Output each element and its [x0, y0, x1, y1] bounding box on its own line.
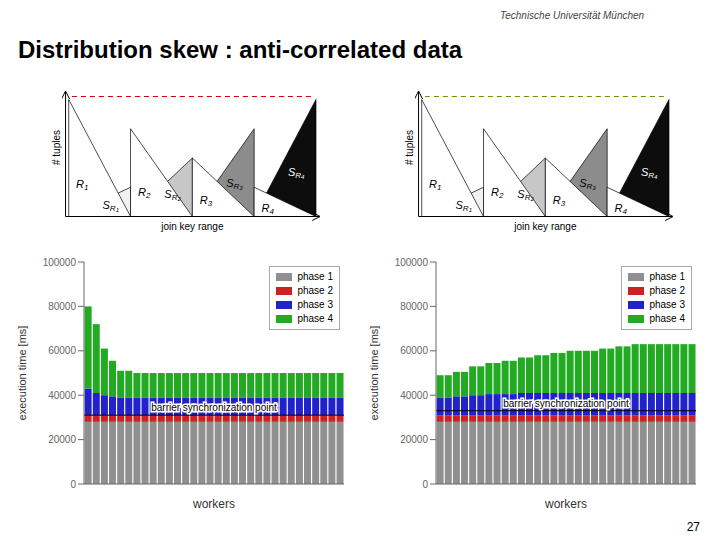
html-text:phase 1: phase 1 [649, 271, 685, 282]
html-text:Technische Universität München: Technische Universität München [500, 10, 645, 21]
html-text:phase 4: phase 4 [297, 313, 333, 324]
html-text:phase 2: phase 2 [297, 285, 333, 296]
svg-text:80000: 80000 [48, 301, 76, 312]
svg-text:# tuples: # tuples [51, 130, 62, 165]
svg-text:60000: 60000 [48, 345, 76, 356]
svg-text:join key range: join key range [513, 221, 577, 232]
svg-text:execution time [ms]: execution time [ms] [16, 326, 28, 421]
svg-text:workers: workers [192, 497, 235, 511]
svg-text:SR1: SR1 [456, 199, 472, 213]
svg-text:barrier synchronization point: barrier synchronization point [151, 402, 277, 413]
svg-text:80000: 80000 [400, 301, 428, 312]
svg-text:SR3: SR3 [226, 177, 243, 191]
svg-text:# tuples: # tuples [404, 130, 415, 165]
svg-text:100000: 100000 [395, 257, 429, 268]
svg-text:R3: R3 [553, 194, 566, 208]
svg-text:R4: R4 [615, 202, 628, 216]
html-text:phase 3: phase 3 [649, 299, 685, 310]
html-text:phase 4: phase 4 [649, 313, 685, 324]
svg-text:SR2: SR2 [517, 188, 534, 202]
svg-text:R3: R3 [200, 194, 213, 208]
html-text:phase 3: phase 3 [297, 299, 333, 310]
svg-text:20000: 20000 [48, 434, 76, 445]
svg-text:join key range: join key range [160, 221, 224, 232]
html-text:phase 1: phase 1 [297, 271, 333, 282]
svg-text:20000: 20000 [400, 434, 428, 445]
svg-text:SR1: SR1 [103, 199, 119, 213]
svg-text:R2: R2 [138, 186, 151, 200]
svg-text:40000: 40000 [48, 390, 76, 401]
html-text:phase 2: phase 2 [649, 285, 685, 296]
svg-text:R1: R1 [76, 178, 88, 192]
svg-text:0: 0 [70, 479, 76, 490]
svg-text:100000: 100000 [43, 257, 77, 268]
svg-text:workers: workers [544, 497, 587, 511]
html-text:27: 27 [686, 520, 700, 534]
svg-text:0: 0 [422, 479, 428, 490]
svg-text:SR3: SR3 [579, 177, 596, 191]
svg-text:SR4: SR4 [288, 166, 305, 180]
svg-text:SR2: SR2 [164, 188, 181, 202]
svg-text:R4: R4 [262, 202, 275, 216]
svg-text:R2: R2 [491, 186, 504, 200]
svg-text:R1: R1 [429, 178, 441, 192]
html-text:Distribution skew : anti-corre: Distribution skew : anti-correlated data [18, 36, 463, 63]
svg-text:60000: 60000 [400, 345, 428, 356]
svg-text:40000: 40000 [400, 390, 428, 401]
svg-text:SR4: SR4 [641, 166, 658, 180]
svg-text:barrier synchronization point: barrier synchronization point [503, 398, 629, 409]
svg-text:execution time [ms]: execution time [ms] [368, 326, 380, 421]
